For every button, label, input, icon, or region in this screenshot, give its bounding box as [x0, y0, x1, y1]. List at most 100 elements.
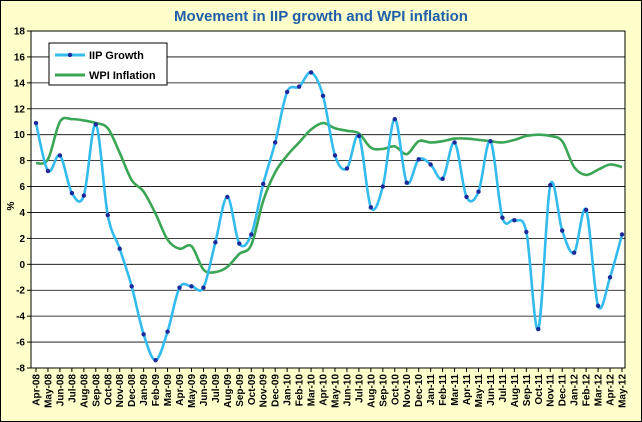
x-tick-label: Nov-09 [259, 374, 270, 408]
x-tick-label: Mar-12 [594, 374, 605, 407]
y-tick-label: -8 [16, 364, 25, 375]
data-point-iip-growth [284, 89, 290, 95]
x-tick-label: Aug-09 [223, 374, 234, 408]
data-point-iip-growth [69, 190, 75, 196]
x-tick-label: May-12 [618, 374, 629, 408]
x-tick-label: Oct-08 [103, 374, 114, 406]
y-tick-label: 4 [19, 208, 25, 219]
data-point-iip-growth [536, 326, 541, 332]
data-point-iip-growth [571, 250, 577, 255]
x-tick-label: Sep-09 [235, 374, 246, 407]
data-point-iip-growth [320, 93, 326, 99]
data-point-iip-growth [583, 207, 589, 213]
x-tick-label: Feb-11 [438, 374, 449, 406]
x-tick-label: Nov-11 [546, 374, 557, 407]
data-point-iip-growth [512, 218, 517, 223]
y-tick-label: 2 [19, 234, 25, 245]
x-tick-label: Jun-11 [486, 374, 497, 406]
x-tick-label: May-10 [330, 374, 341, 408]
data-point-iip-growth [117, 246, 122, 251]
x-tick-labels: Apr-08 May-08 Jun-08 Jul-08 Aug-08 Sep-08 Oct-… [32, 368, 629, 408]
x-tick-label: Jun-10 [342, 374, 353, 407]
x-tick-label: Dec-11 [558, 374, 569, 407]
data-point-iip-growth [488, 138, 493, 144]
data-point-iip-growth [416, 157, 421, 162]
x-tick-label: Dec-09 [271, 374, 282, 407]
data-point-iip-growth [165, 329, 170, 334]
data-point-iip-growth [619, 232, 625, 237]
x-tick-label: Nov-10 [402, 374, 413, 408]
x-tick-label: Apr-09 [175, 374, 186, 406]
data-point-iip-growth [201, 285, 206, 290]
data-point-iip-growth [392, 116, 397, 122]
data-point-iip-growth [476, 189, 481, 194]
legend-label-iip: IIP Growth [89, 50, 144, 62]
y-tick-label: -6 [16, 338, 25, 349]
x-tick-label: Aug-11 [510, 374, 521, 408]
data-point-iip-growth [344, 166, 350, 171]
data-point-iip-growth [129, 284, 134, 289]
y-tick-label: 14 [14, 78, 26, 89]
x-tick-label: Dec-08 [127, 374, 138, 407]
series-lines [33, 70, 625, 363]
legend-box [48, 42, 168, 86]
data-point-iip-growth [452, 140, 457, 145]
x-tick-label: Jul-08 [67, 374, 78, 403]
data-point-iip-growth [560, 228, 565, 233]
x-tick-label: Jun-08 [55, 374, 66, 407]
data-point-iip-growth [93, 122, 98, 127]
data-point-iip-growth [105, 212, 110, 218]
legend-marker-iip [67, 52, 73, 58]
x-tick-label: Apr-08 [32, 374, 43, 406]
x-tick-label: Jan-11 [426, 374, 437, 406]
data-point-iip-growth [189, 284, 194, 289]
x-tick-label: Jul-09 [211, 374, 222, 403]
x-tick-label: Jul-11 [498, 374, 509, 403]
data-point-iip-growth [607, 275, 613, 280]
data-point-iip-growth [141, 332, 146, 337]
data-point-iip-growth [500, 215, 505, 220]
y-tick-label: -2 [16, 286, 25, 297]
data-point-iip-growth [237, 241, 242, 246]
x-tick-label: Oct-09 [247, 374, 258, 406]
data-point-iip-growth [595, 303, 601, 308]
y-axis-label: % [6, 201, 17, 210]
x-tick-label: May-09 [187, 374, 198, 408]
data-point-iip-growth [524, 229, 529, 235]
legend-label-wpi: WPI Inflation [89, 70, 156, 82]
data-point-iip-growth [225, 194, 230, 200]
data-point-iip-growth [45, 168, 51, 174]
data-point-iip-growth [213, 240, 218, 245]
y-tick-labels: -8 -6 -4 -2 0 2 4 6 8 10 12 14 16 18 [14, 27, 26, 375]
data-point-iip-growth [33, 120, 39, 126]
chart-title: Movement in IIP growth and WPI inflation [174, 8, 468, 25]
data-point-iip-growth [261, 181, 266, 187]
plot-area [30, 30, 626, 369]
y-tick-label: 6 [19, 182, 25, 193]
data-point-iip-growth [332, 153, 338, 158]
y-tick-label: -4 [16, 312, 25, 323]
data-point-iip-growth [308, 70, 314, 75]
data-point-iip-growth [272, 140, 278, 145]
x-tick-label: Feb-10 [295, 374, 306, 407]
x-tick-label: Apr-11 [462, 374, 473, 406]
x-tick-label: Mar-09 [163, 374, 174, 407]
x-tick-label: May-08 [43, 374, 54, 408]
x-tick-label: May-11 [474, 374, 485, 408]
x-tick-label: Mar-11 [450, 374, 461, 406]
data-point-iip-growth [428, 162, 433, 167]
y-tick-label: 0 [19, 260, 25, 271]
data-point-iip-growth [548, 183, 553, 188]
x-tick-label: Mar-10 [307, 374, 318, 407]
data-point-iip-growth [81, 193, 87, 198]
y-tick-label: 10 [14, 130, 26, 141]
x-tick-label: Jan-10 [283, 374, 294, 406]
data-point-iip-growth [464, 194, 469, 200]
x-tick-label: Sep-10 [378, 374, 389, 407]
x-tick-label: Apr-12 [606, 374, 617, 406]
data-point-iip-growth [296, 84, 302, 89]
y-tick-label: 12 [14, 104, 26, 115]
data-point-iip-growth [380, 184, 386, 189]
